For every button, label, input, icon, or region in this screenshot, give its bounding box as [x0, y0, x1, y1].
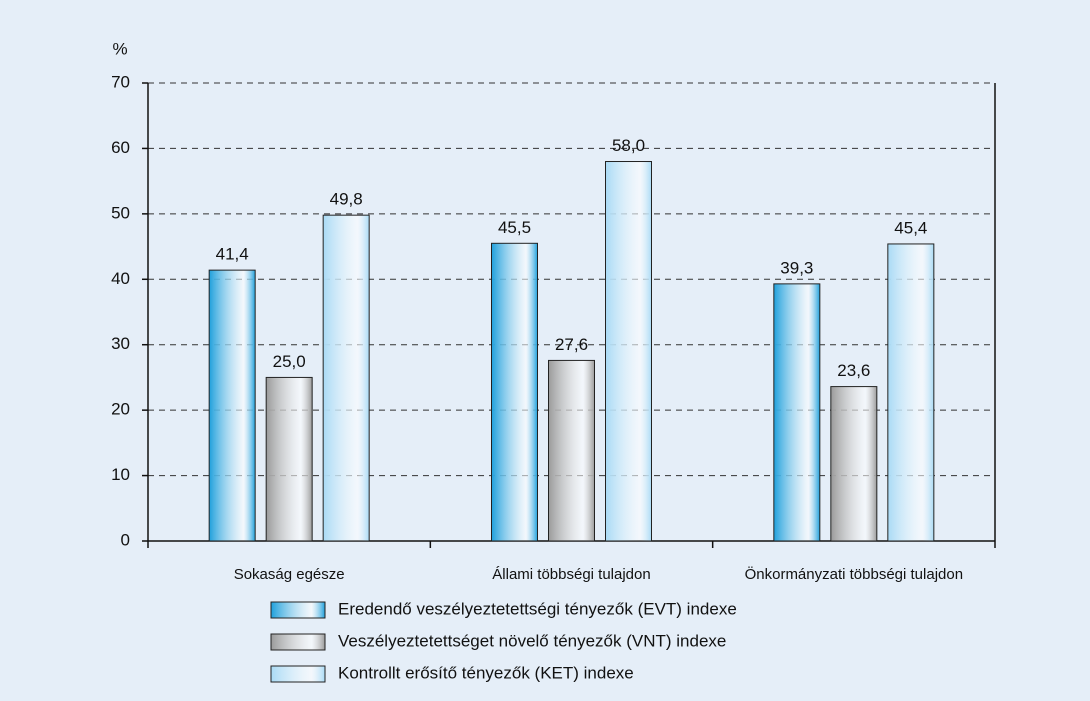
x-tick-label: Állami többségi tulajdon — [492, 566, 650, 583]
x-tick-label: Önkormányzati többségi tulajdon — [745, 565, 963, 583]
legend-swatch — [270, 633, 326, 651]
y-tick-label: 50 — [111, 203, 130, 222]
value-label: 45,4 — [894, 218, 927, 237]
legend-swatch — [270, 601, 326, 619]
legend-label: Kontrollt erősítő tényezők (KET) indexe — [338, 663, 634, 682]
legend-swatch — [270, 665, 326, 683]
y-axis-label: % — [112, 39, 127, 58]
y-tick-label: 60 — [111, 138, 130, 157]
y-tick-label: 20 — [111, 400, 130, 419]
value-label: 45,5 — [498, 218, 531, 237]
bar — [773, 283, 821, 542]
bar — [548, 359, 595, 542]
legend-label: Veszélyeztetettséget növelő tényezők (VN… — [338, 631, 726, 650]
bar — [208, 269, 256, 542]
bar — [830, 386, 878, 542]
y-tick-label: 10 — [111, 465, 130, 484]
y-tick-label: 70 — [111, 72, 130, 91]
bar — [322, 214, 370, 542]
y-tick-label: 30 — [111, 334, 130, 353]
value-label: 41,4 — [216, 245, 249, 264]
value-label: 23,6 — [837, 361, 870, 380]
bar — [491, 242, 538, 542]
value-label: 27,6 — [555, 335, 588, 354]
value-label: 39,3 — [780, 258, 813, 277]
legend-label: Eredendő veszélyeztetettségi tényezők (E… — [338, 599, 737, 618]
x-tick-label: Sokaság egésze — [234, 566, 345, 583]
bar — [265, 376, 313, 542]
y-tick-label: 40 — [111, 269, 130, 288]
bar — [605, 161, 652, 542]
bar — [887, 243, 935, 542]
value-label: 25,0 — [273, 352, 306, 371]
y-tick-label: 0 — [121, 530, 130, 549]
value-label: 49,8 — [330, 190, 363, 209]
value-label: 58,0 — [612, 136, 645, 155]
